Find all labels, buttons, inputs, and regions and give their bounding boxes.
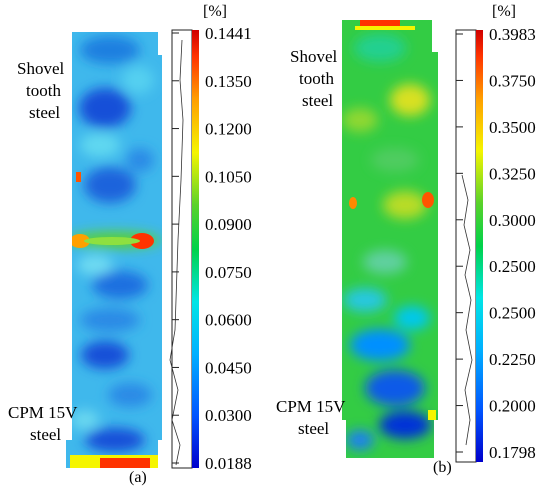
panel-b-tick-label: 0.2250 — [489, 350, 536, 369]
panel-b-top-label-line3: steel — [302, 91, 333, 110]
panel-b-caption: (b) — [433, 459, 452, 476]
panel-a-tick-label: 0.0900 — [205, 215, 252, 234]
panel-a-top-label-line3: steel — [29, 103, 60, 122]
panel-b-unit: [%] — [492, 3, 516, 20]
panel-a-bottom-label-line1: CPM 15V — [8, 403, 78, 422]
panel-b-ticks: 0.3983 0.3750 0.3500 0.3250 0.3000 0.2500 0.25… — [456, 25, 536, 462]
panel-b-top-label-line1: Shovel — [290, 47, 338, 66]
panel-b-tick-label: 0.2500 — [489, 257, 536, 276]
panel-a-colorbar: [%] 0.1441 0.1350 0.1200 0.1050 0.0900 0.0750… — [169, 3, 252, 473]
panel-a-top-label-line2: tooth — [26, 81, 61, 100]
panel-a-tick-label: 0.0300 — [205, 406, 252, 425]
panel-a-tick-label: 0.1050 — [205, 167, 252, 186]
panel-b-bottom-label-line1: CPM 15V — [276, 397, 346, 416]
panel-a-bottom-label-line2: steel — [30, 425, 61, 444]
panel-a-tick-label: 0.1350 — [205, 72, 252, 91]
panel-b-tick-label: 0.2000 — [489, 397, 536, 416]
panel-a-caption: (a) — [129, 469, 147, 486]
panel-a-tick-label: 0.1200 — [205, 120, 252, 139]
panel-b-colorbar: [%] 0.3983 0.3750 0.3500 0.3250 0.3000 0.2500… — [455, 3, 536, 463]
panel-b-top-label-line2: tooth — [299, 69, 334, 88]
panel-a-tick-label: 0.0188 — [205, 454, 252, 473]
panel-b-tick-label: 0.2500 — [489, 304, 536, 323]
panel-a-tick-label: 0.0750 — [205, 263, 252, 282]
panel-a-specimen — [66, 32, 162, 468]
panel-b-bottom-label-line2: steel — [298, 419, 329, 438]
panel-b-tick-label: 0.3000 — [489, 211, 536, 230]
panel-a-ticks: 0.1441 0.1350 0.1200 0.1050 0.0900 0.0750 0.06… — [172, 24, 252, 473]
panel-b-tick-label: 0.3250 — [489, 164, 536, 183]
panel-b-tick-label: 0.3500 — [489, 118, 536, 137]
panel-b-tick-label: 0.3750 — [489, 71, 536, 90]
panel-a-unit: [%] — [203, 3, 227, 20]
panel-a-tick-label: 0.0600 — [205, 311, 252, 330]
panel-a-tick-label: 0.0450 — [205, 358, 252, 377]
panel-a-tick-label: 0.1441 — [205, 24, 252, 43]
panel-b-tick-label: 0.1798 — [489, 443, 536, 462]
panel-a-top-label-line1: Shovel — [17, 59, 65, 78]
panel-b-specimen — [342, 20, 438, 458]
panel-b-tick-label: 0.3983 — [489, 25, 536, 44]
